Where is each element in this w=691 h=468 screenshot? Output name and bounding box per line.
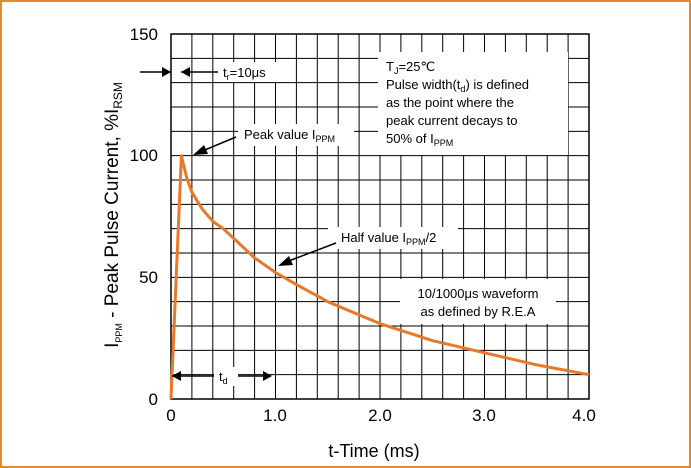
x-tick-label: 0 xyxy=(166,406,175,425)
x-axis-label: t-Time (ms) xyxy=(328,441,419,461)
conditions-line: 50% of IPPM xyxy=(386,131,453,148)
x-tick-label: 1.0 xyxy=(263,406,287,425)
y-tick-label: 150 xyxy=(130,25,158,44)
conditions-line: as the point where the xyxy=(386,95,514,110)
waveform-line: 10/1000μs waveform xyxy=(418,286,539,301)
half-value-annotation: Half value IPPM/2 xyxy=(278,227,458,266)
conditions-box: TJ=25℃ Pulse width(td) is defined as the… xyxy=(378,52,568,155)
x-tick-label: 2.0 xyxy=(368,406,392,425)
half-value-label: Half value IPPM/2 xyxy=(341,230,436,247)
series-line xyxy=(169,154,590,400)
y-tick-label: 0 xyxy=(149,390,158,409)
waveform-line: as defined by R.E.A xyxy=(421,304,536,319)
conditions-line: Pulse width(td) is defined xyxy=(386,77,529,94)
y-tick-label: 50 xyxy=(139,268,158,287)
waveform-box: 10/1000μs waveform as defined by R.E.A xyxy=(400,279,556,324)
conditions-line: TJ=25℃ xyxy=(386,59,435,76)
y-tick-label: 100 xyxy=(130,146,158,165)
series-layer xyxy=(169,154,590,400)
y-axis-label: IPPM - Peak Pulse Current, %IRSM xyxy=(102,82,125,348)
pulse-width-annotation: td xyxy=(172,367,272,386)
rise-time-label: tr=10μs xyxy=(223,65,266,82)
peak-label: Peak value IPPM xyxy=(244,127,335,144)
peak-annotation: Peak value IPPM xyxy=(193,124,354,155)
x-tick-labels: 0 1.0 2.0 3.0 4.0 xyxy=(166,406,596,425)
plot-area-border xyxy=(170,33,590,400)
pulse-width-label: td xyxy=(219,369,228,386)
y-tick-labels: 0 50 100 150 xyxy=(130,25,158,409)
x-tick-label: 4.0 xyxy=(572,406,596,425)
x-tick-label: 3.0 xyxy=(472,406,496,425)
conditions-line: peak current decays to xyxy=(386,113,518,128)
rise-time-annotation: tr=10μs xyxy=(140,62,282,82)
